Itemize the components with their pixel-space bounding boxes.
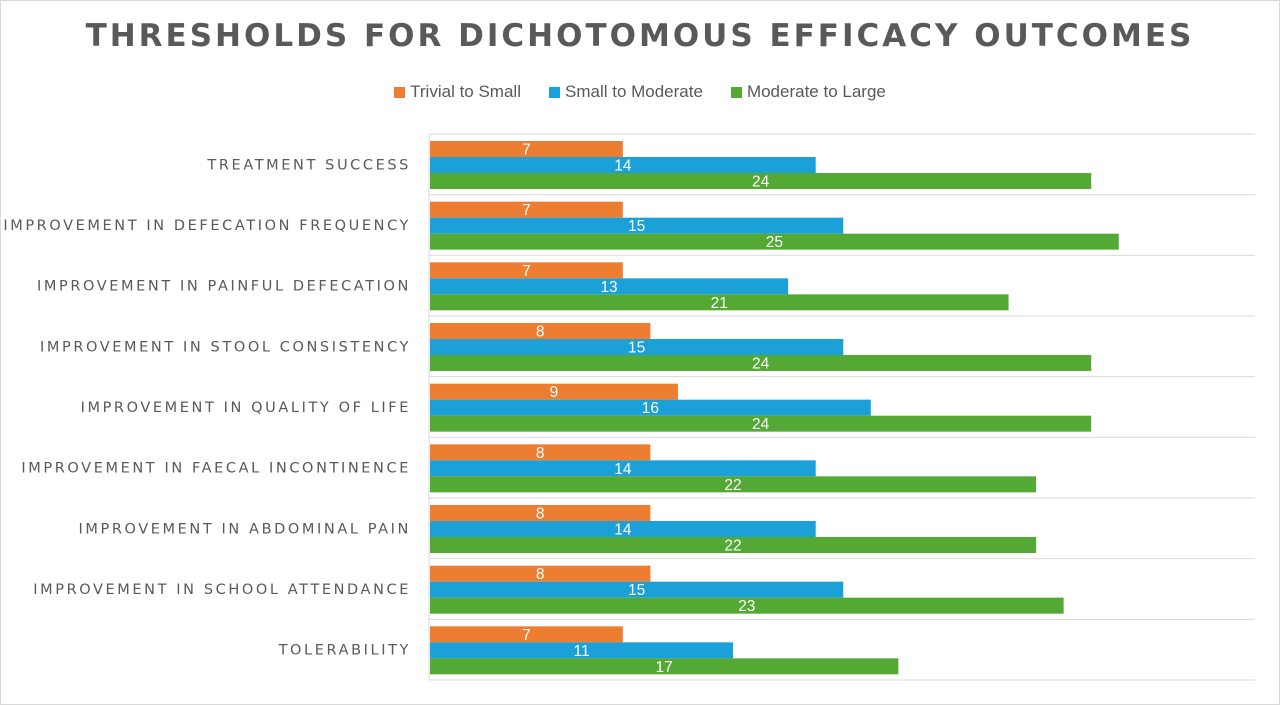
- bar: [430, 505, 651, 521]
- data-label: 14: [614, 522, 632, 539]
- data-label: 14: [614, 461, 632, 478]
- category-label: IMPROVEMENT IN STOOL CONSISTENCY: [40, 339, 411, 355]
- data-label: 13: [600, 279, 617, 296]
- bar: [430, 521, 816, 537]
- bar: [430, 278, 789, 295]
- category-label: IMPROVEMENT IN ABDOMINAL PAIN: [78, 521, 411, 537]
- legend-item-small-to-moderate: Small to Moderate: [548, 82, 703, 102]
- bar: [430, 173, 1092, 189]
- data-label: 8: [536, 566, 545, 583]
- legend-label: Trivial to Small: [410, 82, 521, 101]
- legend-label: Small to Moderate: [564, 82, 703, 101]
- bar: [430, 201, 623, 218]
- data-label: 15: [628, 340, 645, 357]
- chart-title: THRESHOLDS FOR DICHOTOMOUS EFFICACY OUTC…: [85, 18, 1195, 54]
- data-label: 24: [752, 356, 770, 373]
- data-label: 24: [752, 416, 770, 433]
- data-label: 15: [628, 218, 645, 235]
- bar: [430, 294, 1009, 311]
- bar: [430, 476, 1037, 493]
- data-label: 24: [752, 174, 770, 191]
- data-label: 16: [642, 400, 659, 417]
- category-label: IMPROVEMENT IN PAINFUL DEFECATION: [37, 279, 411, 295]
- category-label: TOLERABILITY: [278, 643, 411, 659]
- legend-swatch: [730, 86, 742, 98]
- bar: [430, 323, 651, 339]
- data-label: 23: [738, 598, 755, 615]
- bar: [430, 581, 844, 598]
- data-label: 8: [536, 506, 545, 523]
- data-label: 11: [573, 643, 589, 660]
- category-label: IMPROVEMENT IN FAECAL INCONTINENCE: [21, 461, 411, 477]
- data-label: 25: [766, 234, 783, 251]
- data-label: 22: [724, 538, 741, 555]
- bar: [430, 217, 844, 234]
- category-label: IMPROVEMENT IN QUALITY OF LIFE: [81, 400, 411, 416]
- bar: [430, 415, 1092, 432]
- bar: [430, 537, 1037, 553]
- bar: [430, 355, 1092, 371]
- bar: [430, 233, 1119, 250]
- data-label: 7: [522, 202, 531, 219]
- legend-swatch: [394, 86, 406, 98]
- bar: [430, 383, 678, 400]
- bar: [430, 565, 651, 582]
- data-label: 21: [711, 295, 728, 312]
- data-label: 7: [522, 627, 531, 644]
- category-label: TREATMENT SUCCESS: [206, 157, 411, 173]
- data-label: 9: [550, 384, 559, 401]
- bar: [430, 399, 871, 416]
- category-label: IMPROVEMENT IN SCHOOL ATTENDANCE: [33, 582, 411, 598]
- category-label: IMPROVEMENT IN DEFECATION FREQUENCY: [3, 218, 411, 234]
- legend-swatch: [548, 86, 560, 98]
- bar: [430, 597, 1064, 614]
- bar: [430, 626, 623, 643]
- data-label: 22: [724, 477, 741, 494]
- data-label: 17: [656, 659, 673, 676]
- legend: Trivial to Small Small to Moderate Moder…: [0, 82, 1280, 102]
- bar: [430, 339, 844, 355]
- legend-label: Moderate to Large: [746, 82, 886, 101]
- legend-item-trivial-to-small: Trivial to Small: [394, 82, 521, 102]
- data-label: 7: [522, 263, 531, 280]
- bar: [430, 262, 623, 279]
- data-label: 15: [628, 582, 645, 599]
- data-label: 7: [522, 142, 531, 159]
- legend-item-moderate-to-large: Moderate to Large: [730, 82, 886, 102]
- data-label: 8: [536, 445, 545, 462]
- data-label: 14: [614, 158, 632, 175]
- bar: [430, 460, 816, 477]
- bar: [430, 642, 734, 659]
- bar: [430, 157, 816, 173]
- bar: [430, 444, 651, 461]
- data-label: 8: [536, 324, 545, 341]
- bar: [430, 658, 899, 675]
- bar: [430, 141, 623, 157]
